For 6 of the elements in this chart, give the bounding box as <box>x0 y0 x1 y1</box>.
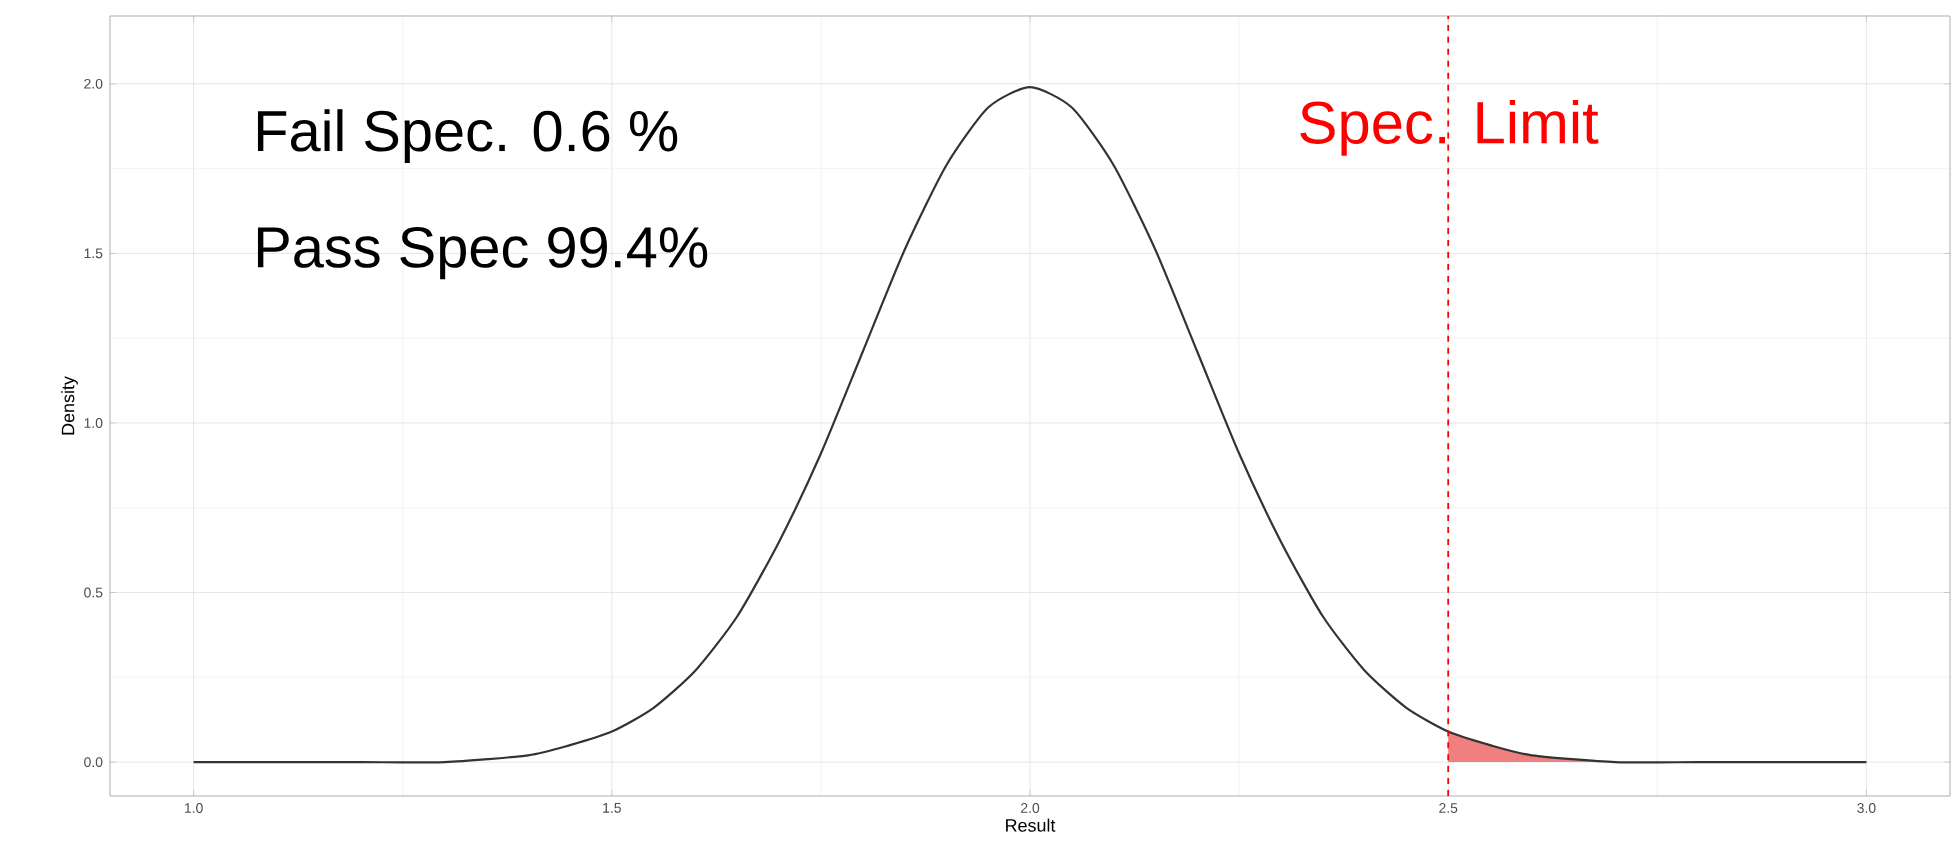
ref-line-label: Spec. Limit <box>1300 100 1599 156</box>
y-axis-title: Density <box>61 376 78 435</box>
annotation: Pass Spec 99.4% <box>257 226 708 280</box>
annotation: Fail Spec. 0.6 % <box>257 109 678 164</box>
x-axis-title: Result <box>1006 818 1056 832</box>
line-series <box>192 86 1868 764</box>
